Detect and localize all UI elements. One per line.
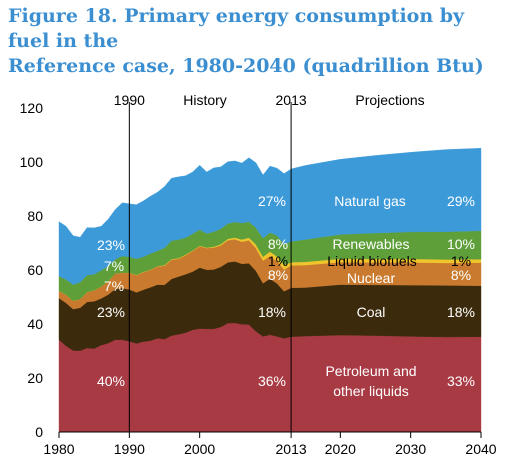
history-label: History [183, 92, 227, 108]
series-label-natural-gas: Natural gas [334, 193, 406, 209]
area-natural-gas [58, 147, 482, 285]
projections-label: Projections [355, 92, 424, 108]
series-label-liquid-biofuels: Liquid biofuels [327, 253, 417, 269]
y-tick-label: 120 [20, 100, 44, 116]
share-2013-nuclear: 8% [268, 267, 288, 283]
series-label-coal: Coal [357, 304, 386, 320]
x-tick-label: 1990 [114, 441, 145, 457]
period-dividers: 1990 2013 History Projections [114, 92, 425, 432]
share-2040-nuclear: 8% [451, 267, 471, 283]
share-2040-natural-gas: 29% [447, 193, 475, 209]
x-tick-label: 1980 [43, 441, 74, 457]
x-tick-label: 2030 [395, 441, 426, 457]
share-2013-renewables: 8% [268, 236, 288, 252]
y-tick-label: 40 [27, 316, 43, 332]
share-2040-coal: 18% [447, 304, 475, 320]
share-2040-liquid-biofuels: 1% [451, 253, 471, 269]
share-1990-coal: 23% [97, 304, 125, 320]
series-label-petroleum-line-1: Petroleum and [325, 363, 416, 379]
figure-title-line-1: Figure 18. Primary energy consumption by… [8, 5, 465, 52]
share-2013-coal: 18% [258, 304, 286, 320]
x-tick-label: 2013 [276, 441, 307, 457]
y-tick-label: 20 [27, 370, 43, 386]
x-tick-label: 2020 [325, 441, 356, 457]
share-1990-nuclear: 7% [104, 278, 124, 294]
series-label-petroleum-line-2: other liquids [333, 383, 409, 399]
figure-title: Figure 18. Primary energy consumption by… [8, 4, 508, 79]
x-tick-label: 2040 [465, 441, 496, 457]
share-2040-petroleum: 33% [447, 373, 475, 389]
share-2013-natural-gas: 27% [258, 193, 286, 209]
divider-label-2013: 2013 [276, 92, 307, 108]
y-tick-label: 60 [27, 262, 43, 278]
x-tick-label: 2000 [184, 441, 215, 457]
share-1990-petroleum: 40% [97, 373, 125, 389]
divider-label-1990: 1990 [114, 92, 145, 108]
y-tick-label: 0 [35, 424, 43, 440]
figure-title-line-2: Reference case, 1980-2040 (quadrillion B… [8, 55, 484, 77]
y-tick-label: 80 [27, 208, 43, 224]
share-2013-petroleum: 36% [258, 373, 286, 389]
stacked-areas [58, 147, 482, 433]
series-annotations: 23%7%7%23%40%27%8%1%8%18%36%Natural gasR… [97, 193, 475, 399]
share-1990-renewables: 7% [104, 258, 124, 274]
share-1990-natural-gas: 23% [97, 237, 125, 253]
share-2013-liquid-biofuels: 1% [268, 253, 288, 269]
series-label-renewables: Renewables [332, 236, 409, 252]
series-label-nuclear: Nuclear [347, 270, 396, 286]
share-2040-renewables: 10% [447, 236, 475, 252]
y-tick-label: 100 [20, 154, 44, 170]
